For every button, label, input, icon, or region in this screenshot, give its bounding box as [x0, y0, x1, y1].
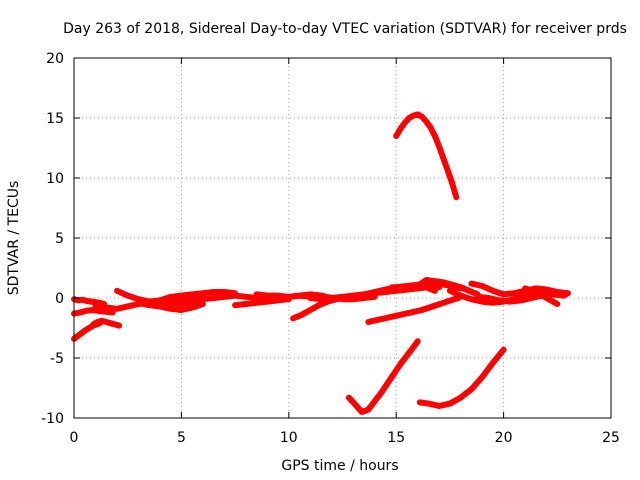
- series-line-track-20: [522, 285, 561, 307]
- x-tick-label: 15: [387, 430, 405, 446]
- data-series: [71, 111, 571, 415]
- y-tick-label: 20: [46, 51, 64, 67]
- series-line-track-9: [232, 296, 292, 309]
- series-line-track-21: [393, 111, 460, 201]
- series-line-track-14: [388, 281, 438, 294]
- series-line-track-19: [474, 291, 567, 305]
- series-line-track-15: [414, 277, 481, 298]
- series-line-track-7: [135, 299, 206, 313]
- series-line-track-5: [114, 287, 239, 305]
- y-tick-label: 5: [55, 231, 64, 247]
- series-line-track-22: [345, 338, 421, 415]
- x-axis-label: GPS time / hours: [281, 458, 398, 474]
- series-line-track-4: [90, 317, 123, 329]
- series-line-track-2: [71, 307, 116, 317]
- y-tick-label: 0: [55, 291, 64, 307]
- x-tick-label: 0: [70, 430, 79, 446]
- series-line-track-23: [416, 346, 507, 409]
- axes: 0 5 10 15 20 25 -10 -5 0 5 10 15 20: [41, 51, 620, 446]
- y-tick-label: 15: [46, 111, 64, 127]
- plot-frame: [73, 57, 612, 419]
- chart-title: Day 263 of 2018, Sidereal Day-to-day VTE…: [63, 21, 627, 37]
- y-tick-label: 10: [46, 171, 64, 187]
- x-tick-label: 10: [280, 430, 298, 446]
- y-axis-label: SDTVAR / TECUs: [6, 181, 22, 296]
- series-line-track-16: [365, 295, 462, 325]
- series-line-track-1: [71, 296, 108, 307]
- y-tick-label: -5: [50, 351, 64, 367]
- series-line-track-10: [253, 291, 378, 303]
- y-tick-label: -10: [41, 411, 64, 427]
- x-tick-label: 5: [177, 430, 186, 446]
- x-tick-label: 20: [495, 430, 513, 446]
- x-tick-label: 25: [602, 430, 620, 446]
